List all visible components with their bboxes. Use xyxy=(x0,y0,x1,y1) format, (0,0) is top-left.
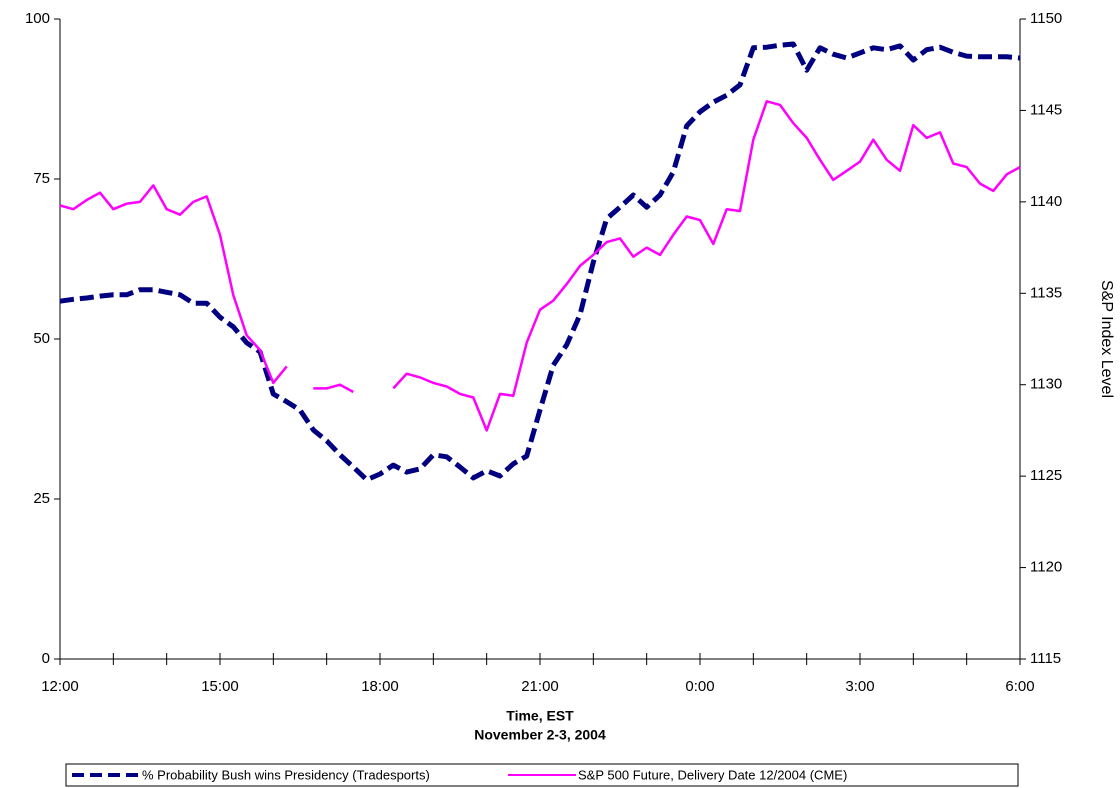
y-tick-label: 75 xyxy=(33,170,50,187)
y2-tick-label: 1135 xyxy=(1030,284,1062,301)
y2-tick-label: 1115 xyxy=(1030,650,1061,667)
x-tick-label: 6:00 xyxy=(1005,678,1034,695)
y-tick-label: 0 xyxy=(42,650,50,667)
x-tick-label: 18:00 xyxy=(361,678,399,695)
series-line xyxy=(59,41,1021,483)
y2-tick-label: 1120 xyxy=(1030,559,1062,576)
series-line xyxy=(59,100,1021,432)
y-tick-label: 100 xyxy=(25,10,50,27)
x-tick-label: 21:00 xyxy=(521,678,559,695)
legend-label: % Probability Bush wins Presidency (Trad… xyxy=(142,767,430,782)
y2-axis-title: S&P Index Level xyxy=(1098,280,1115,398)
y2-tick-label: 1125 xyxy=(1030,467,1062,484)
y2-tick-label: 1140 xyxy=(1030,193,1062,210)
legend-box xyxy=(65,763,1019,787)
x-axis-title: Time, EST xyxy=(506,708,574,724)
y2-tick-label: 1145 xyxy=(1030,101,1062,118)
y2-tick-label: 1130 xyxy=(1030,376,1062,393)
y-tick-label: 50 xyxy=(33,330,50,347)
y-tick-label: 25 xyxy=(33,490,50,507)
y2-tick-label: 1150 xyxy=(1030,10,1062,27)
legend-label: S&P 500 Future, Delivery Date 12/2004 (C… xyxy=(578,767,847,782)
x-tick-label: 0:00 xyxy=(685,678,714,695)
x-tick-label: 3:00 xyxy=(845,678,874,695)
x-tick-label: 15:00 xyxy=(201,678,239,695)
x-tick-label: 12:00 xyxy=(41,678,79,695)
x-axis-title: November 2-3, 2004 xyxy=(474,727,606,743)
